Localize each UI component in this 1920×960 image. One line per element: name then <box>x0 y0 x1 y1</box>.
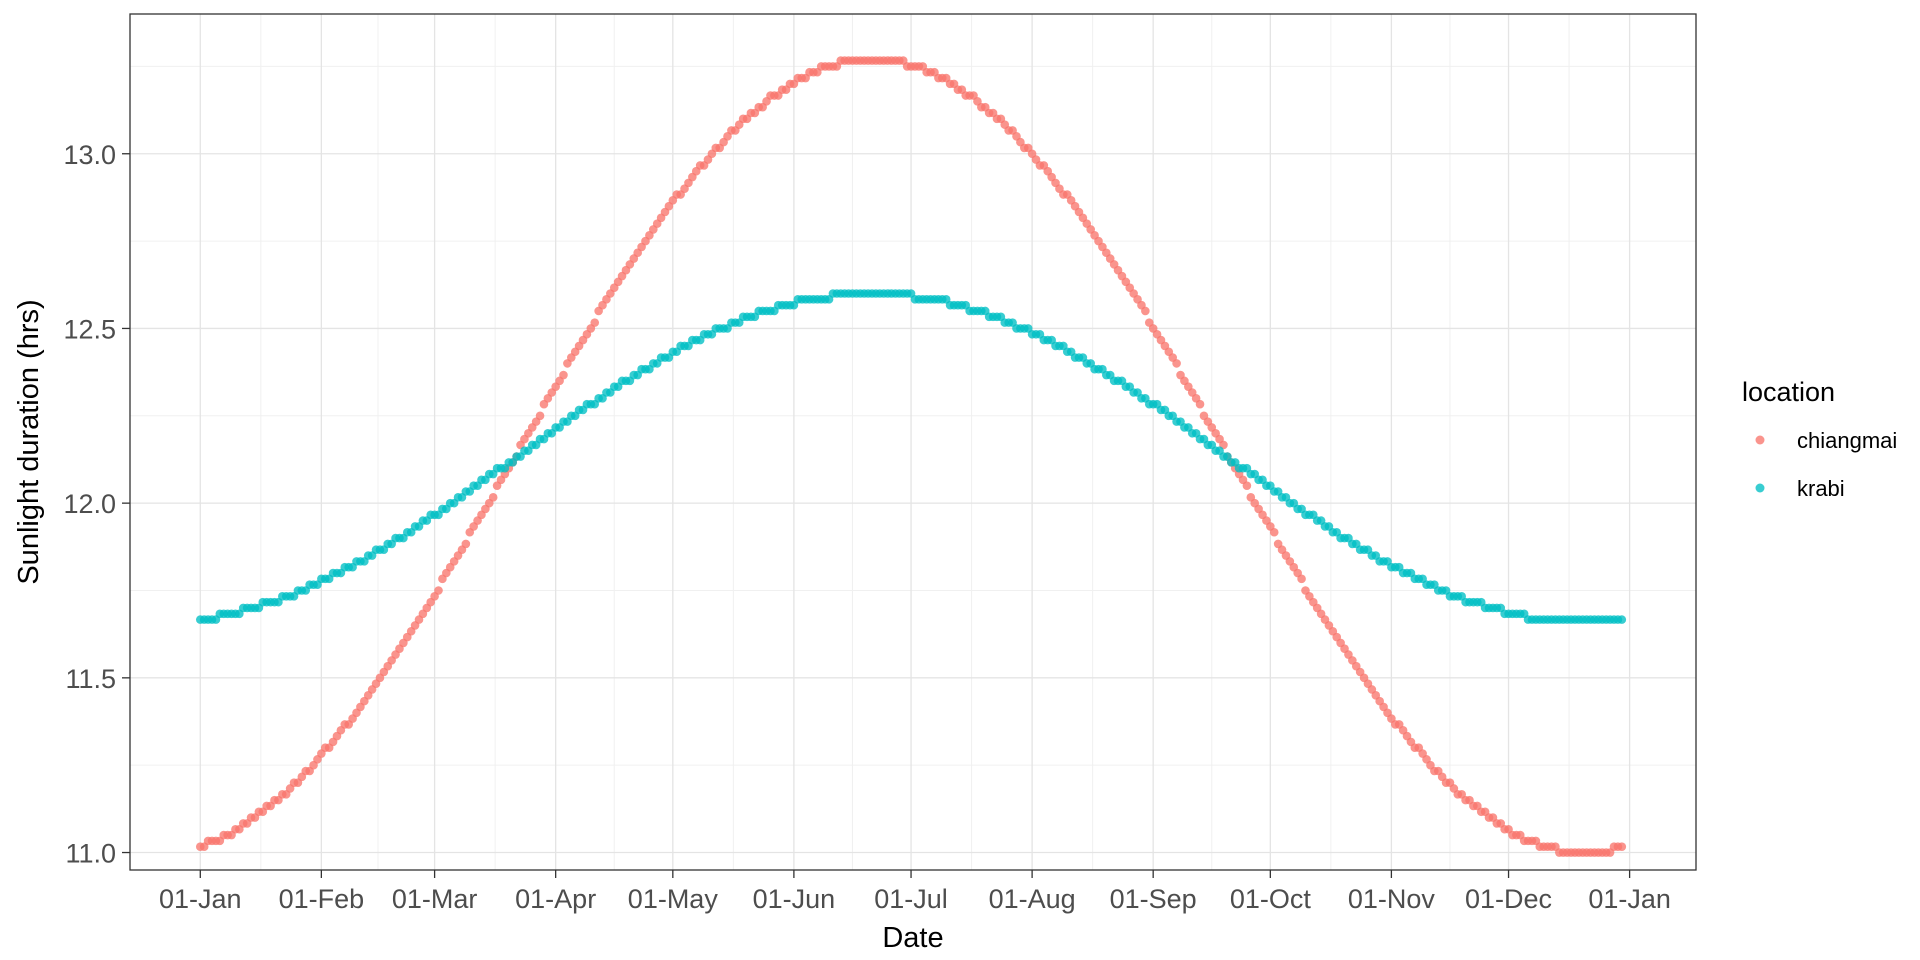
series-krabi <box>195 289 1627 624</box>
series-layer <box>195 56 1627 857</box>
x-tick-label: 01-Apr <box>515 884 596 914</box>
y-tick-label: 12.5 <box>63 314 116 344</box>
legend-key-chiangmai <box>1755 435 1765 445</box>
legend-title: location <box>1742 377 1835 407</box>
plot-panel <box>130 14 1696 870</box>
data-point-chiangmai <box>1195 399 1205 409</box>
data-point-chiangmai <box>1172 359 1181 368</box>
y-tick-label: 11.0 <box>65 839 116 869</box>
data-point-chiangmai <box>461 539 471 549</box>
legend-label-chiangmai: chiangmai <box>1797 428 1897 453</box>
data-point-chiangmai <box>488 493 498 502</box>
data-point-chiangmai <box>1617 842 1627 852</box>
y-tick-label: 13.0 <box>63 140 116 170</box>
series-chiangmai <box>195 56 1627 857</box>
x-tick-label: 01-Jan <box>1588 884 1671 914</box>
data-point-chiangmai <box>1297 574 1306 584</box>
x-tick-label: 01-Aug <box>989 884 1076 914</box>
x-tick-label: 01-Mar <box>392 884 478 914</box>
x-tick-label: 01-Sep <box>1110 884 1197 914</box>
major-grid <box>130 14 1696 870</box>
data-point-chiangmai <box>1141 306 1150 316</box>
data-point-chiangmai <box>1269 527 1279 537</box>
x-tick-label: 01-May <box>628 884 719 914</box>
x-tick-label: 01-Dec <box>1465 884 1552 914</box>
x-tick-label: 01-Nov <box>1348 884 1436 914</box>
x-tick-label: 01-Jul <box>874 884 948 914</box>
legend-label-krabi: krabi <box>1797 476 1845 501</box>
data-point-krabi <box>1617 615 1627 624</box>
x-tick-label: 01-Jun <box>753 884 836 914</box>
plot-border <box>129 13 1697 871</box>
legend: location chiangmai krabi <box>1742 377 1897 501</box>
data-point-chiangmai <box>590 318 600 327</box>
data-point-chiangmai <box>1242 481 1252 490</box>
legend-key-krabi <box>1755 483 1765 493</box>
y-tick-label: 12.0 <box>63 489 116 519</box>
x-axis: 01-Jan 01-Feb 01-Mar 01-Apr 01-May 01-Jun 01-J… <box>159 870 1671 914</box>
x-tick-label: 01-Feb <box>279 884 365 914</box>
data-point-chiangmai <box>434 586 443 595</box>
data-point-chiangmai <box>535 411 545 421</box>
data-point-chiangmai <box>559 370 568 380</box>
x-tick-label: 01-Jan <box>159 884 242 914</box>
y-axis-title: Sunlight duration (hrs) <box>13 299 45 584</box>
y-axis: 11.0 11.5 12.0 12.5 13.0 <box>63 140 130 869</box>
x-axis-title: Date <box>882 922 943 954</box>
y-tick-label: 11.5 <box>65 664 116 694</box>
x-tick-label: 01-Oct <box>1230 884 1312 914</box>
